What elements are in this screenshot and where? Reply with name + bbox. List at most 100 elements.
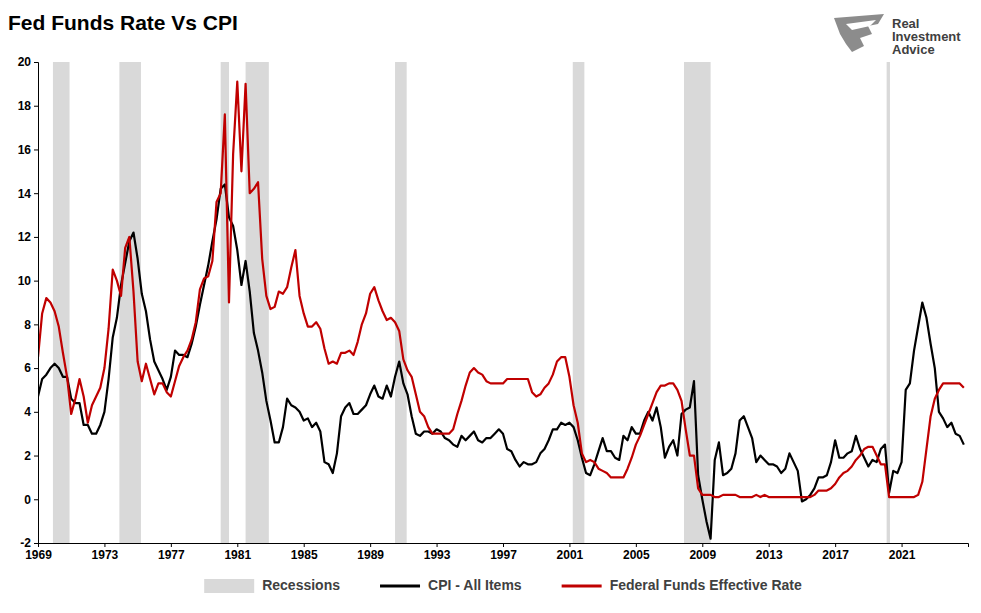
x-tick: 2005 <box>623 543 650 562</box>
y-tick-mark <box>34 106 38 107</box>
logo: RealInvestmentAdvice <box>834 14 961 57</box>
y-tick: 20 <box>18 55 38 69</box>
y-tick: 12 <box>18 230 38 244</box>
y-tick-label: 8 <box>24 318 31 332</box>
x-tick-mark <box>304 543 305 547</box>
x-tick-label: 1993 <box>424 548 451 562</box>
x-tick: 1989 <box>357 543 384 562</box>
logo-text: Advice <box>892 42 935 57</box>
y-tick: 8 <box>24 318 38 332</box>
x-tick-label: 2001 <box>557 548 584 562</box>
y-tick-label: 16 <box>18 143 32 157</box>
x-tick: 1981 <box>224 543 251 562</box>
y-tick-mark <box>34 149 38 150</box>
y-tick-mark <box>34 368 38 369</box>
x-tick-mark <box>902 543 903 547</box>
logo-mark <box>846 20 876 30</box>
x-tick: 2017 <box>822 543 849 562</box>
y-tick-mark <box>34 62 38 63</box>
x-tick-label: 2017 <box>822 548 849 562</box>
x-axis-line <box>39 544 969 548</box>
x-tick-label: 2013 <box>756 548 783 562</box>
y-tick-mark <box>34 499 38 500</box>
x-tick: 2009 <box>689 543 716 562</box>
y-tick: 6 <box>24 361 38 375</box>
legend-swatch <box>562 585 602 588</box>
series-line <box>38 82 964 497</box>
x-axis: 1969 1973 1977 1981 1985 1989 1993 1997 2001 2005… <box>25 543 968 562</box>
legend-swatch <box>380 585 420 588</box>
x-tick-label: 2005 <box>623 548 650 562</box>
x-tick-mark <box>503 543 504 547</box>
x-tick-label: 1989 <box>357 548 384 562</box>
x-tick-mark <box>835 543 836 547</box>
y-tick-label: 18 <box>18 99 32 113</box>
legend-item: CPI - All Items <box>380 577 522 593</box>
y-tick: 2 <box>24 449 38 463</box>
y-tick-label: 6 <box>24 361 31 375</box>
y-tick: 10 <box>18 274 38 288</box>
y-tick-mark <box>34 324 38 325</box>
y-tick: 16 <box>18 143 38 157</box>
y-tick-mark <box>34 543 38 544</box>
x-tick-label: 1985 <box>291 548 318 562</box>
x-tick-label: 2009 <box>689 548 716 562</box>
chart-svg: Fed Funds Rate Vs CPI RealInvestmentAdvic… <box>0 0 981 613</box>
x-tick: 1985 <box>291 543 318 562</box>
x-tick-label: 1977 <box>158 548 185 562</box>
chart-container: Fed Funds Rate Vs CPI RealInvestmentAdvic… <box>0 0 981 613</box>
recession-band <box>573 62 585 543</box>
x-tick: 1973 <box>92 543 119 562</box>
x-tick-mark <box>769 543 770 547</box>
y-tick-mark <box>34 281 38 282</box>
legend-item: Recessions <box>204 577 340 593</box>
x-tick: 1969 <box>25 543 52 562</box>
y-tick-label: 12 <box>18 230 32 244</box>
recession-band <box>119 62 141 543</box>
logo-mark <box>834 14 884 52</box>
y-tick-mark <box>34 456 38 457</box>
chart-title: Fed Funds Rate Vs CPI <box>8 11 238 34</box>
x-tick-mark <box>370 543 371 547</box>
x-tick: 1993 <box>424 543 451 562</box>
plot-area <box>38 62 964 543</box>
x-tick-mark <box>38 543 39 547</box>
x-tick-label: 1981 <box>224 548 251 562</box>
x-tick-mark <box>569 543 570 547</box>
recession-band <box>53 62 70 543</box>
x-tick-label: 1969 <box>25 548 52 562</box>
recession-band <box>395 62 407 543</box>
y-tick-label: 14 <box>18 187 32 201</box>
x-tick-label: 2021 <box>889 548 916 562</box>
y-tick-label: 20 <box>18 55 32 69</box>
x-tick-mark <box>237 543 238 547</box>
y-tick-label: 0 <box>24 493 31 507</box>
x-tick-mark <box>171 543 172 547</box>
legend-label: Federal Funds Effective Rate <box>610 577 802 593</box>
y-axis-line <box>34 63 39 544</box>
x-tick: 1997 <box>490 543 517 562</box>
y-tick: 0 <box>24 493 38 507</box>
y-tick-label: 10 <box>18 274 32 288</box>
y-tick-mark <box>34 193 38 194</box>
y-tick-mark <box>34 237 38 238</box>
legend-swatch <box>204 579 254 593</box>
x-tick-mark <box>636 543 637 547</box>
legend-label: Recessions <box>262 577 340 593</box>
x-tick: 1977 <box>158 543 185 562</box>
x-tick-mark <box>104 543 105 547</box>
y-tick: 14 <box>18 187 38 201</box>
y-tick: 18 <box>18 99 38 113</box>
x-tick-mark <box>437 543 438 547</box>
x-tick: 2021 <box>889 543 916 562</box>
legend: Recessions CPI - All Items Federal Funds E… <box>204 577 802 593</box>
y-tick: 4 <box>24 405 38 419</box>
x-tick-mark <box>702 543 703 547</box>
y-tick-mark <box>34 412 38 413</box>
x-tick: 2013 <box>756 543 783 562</box>
legend-label: CPI - All Items <box>428 577 522 593</box>
y-tick-label: 2 <box>24 449 31 463</box>
x-tick: 2001 <box>557 543 584 562</box>
y-axis: -202468101214161820 <box>18 55 39 550</box>
recession-band <box>246 62 269 543</box>
